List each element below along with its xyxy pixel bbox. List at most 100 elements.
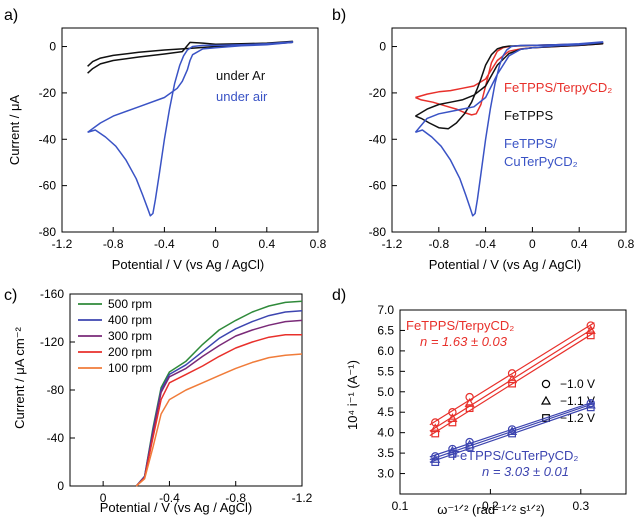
x-tick-label: 0: [529, 237, 536, 251]
series-points-d-5: [431, 403, 595, 467]
data-point-triangle: [507, 374, 518, 384]
legend-entry-c: 200 rpm: [108, 345, 152, 359]
data-point-square: [465, 443, 474, 451]
x-tick-label: -1.2: [52, 237, 73, 251]
x-tick-label: -1.2: [292, 491, 313, 505]
y-tick-label: -20: [369, 86, 387, 100]
legend-entry-c: 500 rpm: [108, 297, 152, 311]
axis-title-x-b: Potential / V (vs Ag / AgCl): [429, 257, 581, 272]
x-tick-label: 0.3: [572, 499, 589, 513]
x-tick-label: 0.4: [571, 237, 588, 251]
plot-frame-b: [391, 27, 627, 233]
data-point-circle: [465, 392, 474, 402]
annotation-blue-n: n = 3.03 ± 0.01: [482, 464, 569, 479]
ticks-b: -1.2 -0.8 -0.4 0 0.4 0.8 0 -20 -40 -60 -80: [369, 40, 635, 251]
y-tick-label: -40: [39, 132, 57, 146]
axis-title-y-d: 10⁴ i⁻¹ (A⁻¹): [345, 360, 360, 430]
series-line-c-3: [135, 334, 302, 487]
y-tick-label: 5.0: [377, 385, 394, 399]
panel-label-a: a): [4, 7, 18, 24]
fit-line-d-3: [429, 401, 595, 458]
plot-frame-d: [399, 309, 627, 495]
y-tick-label: 3.5: [377, 446, 394, 460]
annotation-red-label: FeTPPS/TerpyCD₂: [406, 318, 514, 333]
data-point-square: [431, 458, 440, 467]
series-points-d-2: [431, 331, 595, 438]
series-line-a-1: [87, 41, 294, 217]
x-tick-label: 0.8: [618, 237, 635, 251]
y-tick-label: 4.5: [377, 405, 394, 419]
x-tick-label: 0: [212, 237, 219, 251]
data-point-square: [448, 450, 457, 458]
ticks-a: -1.2 -0.8 -0.4 0 0.4 0.8 0 -20 -40 -60 -80: [39, 40, 327, 251]
plot-frame-a: [61, 27, 319, 233]
data-point-square: [586, 331, 595, 340]
y-tick-label: 6.5: [377, 323, 394, 337]
annotation-blue-label: FeTPPS/CuTerPyCD₂: [452, 448, 578, 463]
y-tick-label: 4.0: [377, 426, 394, 440]
x-tick-label: -1.2: [382, 237, 403, 251]
data-point-circle: [448, 444, 457, 454]
data-point-circle: [448, 408, 457, 417]
y-tick-label: 0: [49, 40, 56, 54]
data-point-square: [448, 418, 457, 427]
legend-entry-d: −1.0 V: [560, 377, 595, 391]
series-line-b-2: [414, 41, 604, 217]
x-tick-label: -0.4: [154, 237, 175, 251]
ticks-d: 0.1 0.2 0.3 3.0 3.5 4.0 4.5 5.0 5.5 6.0 6.5 7.0: [377, 303, 589, 513]
x-tick-label: -0.8: [103, 237, 124, 251]
legend-entry-d: −1.1 V: [560, 394, 595, 408]
series-line-c-2: [135, 319, 303, 487]
legend-entry-c: 100 rpm: [108, 361, 152, 375]
data-point-triangle: [585, 325, 596, 335]
panel-label-b: b): [332, 7, 346, 24]
legend-fetpps-cuterpycd2-line2: CuTerPyCD₂: [504, 154, 578, 169]
ticks-c: 0 -0.4 -0.8 -1.2 -160 -120 -80 -40 0: [40, 287, 313, 505]
y-tick-label: 3.0: [377, 467, 394, 481]
y-tick-label: 5.5: [377, 364, 394, 378]
y-tick-label: 0: [57, 479, 64, 493]
y-tick-label: -60: [39, 179, 57, 193]
x-tick-label: -0.8: [225, 491, 246, 505]
y-tick-label: 0: [379, 40, 386, 54]
x-tick-label: -0.4: [159, 491, 180, 505]
axis-title-y-c: Current / μA cm⁻²: [12, 326, 27, 428]
y-tick-label: -60: [369, 179, 387, 193]
legend-under-air: under air: [216, 89, 268, 104]
fit-line-d-4: [429, 402, 595, 461]
data-point-square: [508, 429, 516, 438]
series-points-d-0: [431, 321, 595, 427]
data-point-circle: [507, 369, 517, 378]
data-point-triangle: [464, 398, 475, 407]
panel-label-d: d): [332, 287, 346, 304]
data-point-square: [508, 379, 516, 388]
x-tick-label: 0.8: [310, 237, 327, 251]
y-tick-label: 7.0: [377, 303, 394, 317]
fit-line-d-1: [429, 327, 595, 432]
y-tick-label: -80: [369, 225, 387, 239]
x-tick-label: -0.4: [475, 237, 496, 251]
legend-under-ar: under Ar: [216, 68, 266, 83]
x-tick-label: -0.8: [428, 237, 449, 251]
data-point-square: [431, 429, 440, 438]
axis-title-x-a: Potential / V (vs Ag / AgCl): [112, 257, 264, 272]
axis-title-y-a: Current / μA: [7, 95, 22, 166]
y-tick-label: -40: [47, 431, 65, 445]
axis-title-x-d: ω⁻¹ᐟ² (rad⁻¹ᐟ² s¹ᐟ²): [437, 502, 545, 517]
legend-marker-triangle: [540, 395, 552, 405]
data-point-circle: [507, 425, 517, 434]
annotation-red-n: n = 1.63 ± 0.03: [420, 334, 508, 349]
x-tick-label: 0.1: [392, 499, 409, 513]
series-line-c-4: [135, 353, 303, 487]
fit-line-d-5: [429, 404, 595, 463]
data-point-circle: [586, 321, 595, 330]
axis-title-x-c: Potential / V (vs Ag / AgCl): [100, 500, 252, 515]
y-tick-label: -20: [39, 86, 57, 100]
x-tick-label: 0.4: [258, 237, 275, 251]
y-tick-label: 6.0: [377, 344, 394, 358]
fit-line-d-2: [429, 331, 595, 437]
x-tick-label: 0: [100, 491, 107, 505]
legend-fetpps-cuterpycd2-line1: FeTPPS/: [504, 136, 557, 151]
y-tick-label: -80: [39, 225, 57, 239]
